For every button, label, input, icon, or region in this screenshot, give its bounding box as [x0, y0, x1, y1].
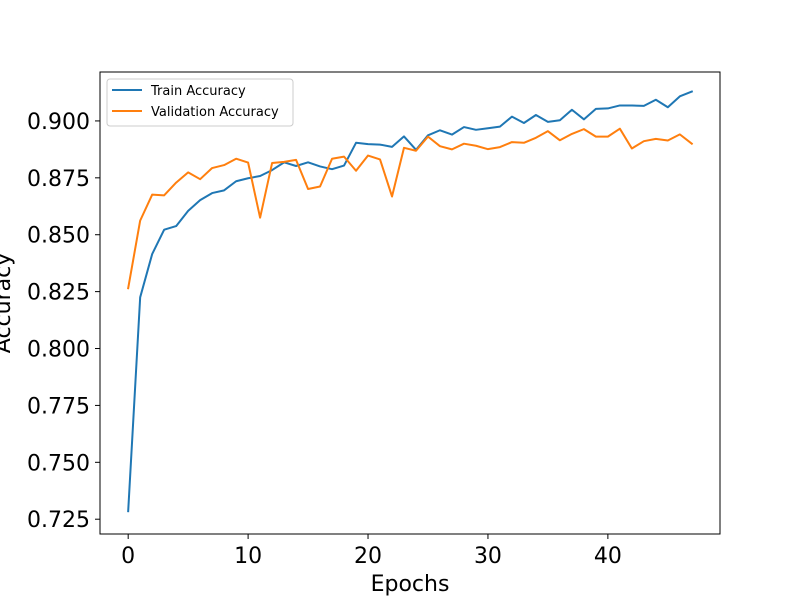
x-tick-label: 30: [474, 544, 502, 569]
plot-frame: [99, 71, 721, 535]
y-axis: 0.725 0.750 0.775 0.800 0.825 0.850 0.875 0.900: [27, 110, 100, 533]
x-tick-label: 0: [121, 544, 135, 569]
legend-label-train: Train Accuracy: [150, 84, 246, 99]
legend: Train Accuracy Validation Accuracy: [106, 78, 294, 127]
y-tick-label: 0.750: [27, 451, 90, 476]
x-axis: 0 10 20 30 40: [121, 534, 622, 569]
x-tick-label: 10: [234, 544, 262, 569]
y-tick-label: 0.900: [27, 110, 90, 135]
series-line-train: [127, 90, 694, 513]
y-tick-label: 0.800: [27, 338, 90, 363]
y-axis-title: Accuracy: [0, 253, 16, 353]
y-tick-label: 0.825: [27, 281, 90, 306]
y-tick-label: 0.875: [27, 167, 90, 192]
x-tick-label: 40: [594, 544, 622, 569]
y-tick-label: 0.850: [27, 224, 90, 249]
x-axis-title: Epochs: [371, 572, 450, 597]
legend-frame: [106, 78, 294, 127]
x-tick-label: 20: [354, 544, 382, 569]
y-tick-label: 0.775: [27, 394, 90, 419]
series-lines: [127, 90, 694, 513]
series-line-validation: [127, 127, 694, 290]
legend-label-validation: Validation Accuracy: [151, 105, 279, 120]
y-tick-label: 0.725: [27, 508, 90, 533]
